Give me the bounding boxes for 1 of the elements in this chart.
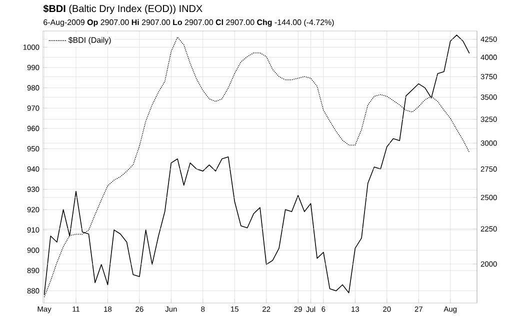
chart-title: $BDI (Baltic Dry Index (EOD)) INDX — [43, 4, 202, 14]
